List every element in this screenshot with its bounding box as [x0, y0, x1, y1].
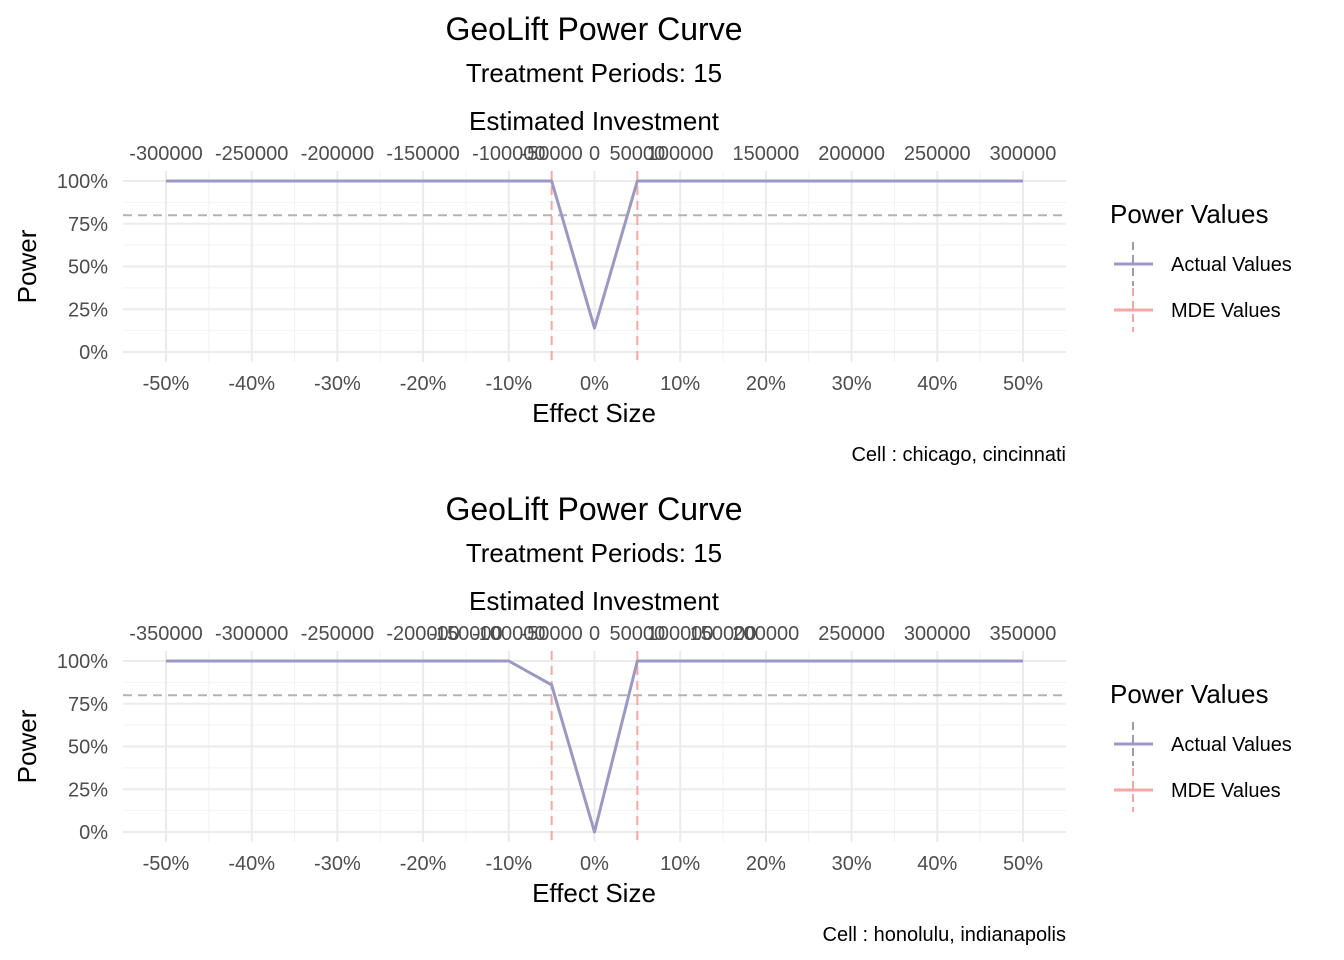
- top-axis-tick-label: -250000: [301, 623, 374, 645]
- y-tick-label: 75%: [68, 694, 108, 716]
- x-tick-label: -50%: [143, 853, 190, 875]
- top-axis-tick-label: -150000: [386, 143, 459, 165]
- top-axis-tick-label: 200000: [733, 623, 800, 645]
- top-axis-tick-label: 250000: [904, 143, 971, 165]
- y-tick-label: 100%: [57, 171, 108, 193]
- x-tick-label: 20%: [746, 853, 786, 875]
- x-tick-label: 0%: [580, 373, 609, 395]
- top-axis-tick-label: -100000: [472, 143, 545, 165]
- top-axis-tick-label: 100000: [647, 623, 714, 645]
- chart-caption: Cell : chicago, cincinnati: [851, 444, 1066, 466]
- y-tick-label: 0%: [79, 342, 108, 364]
- y-tick-label: 75%: [68, 214, 108, 236]
- chart-subtitle: Treatment Periods: 15: [466, 58, 722, 88]
- top-axis-tick-label: 150000: [733, 143, 800, 165]
- top-axis-tick-label: -350000: [129, 623, 202, 645]
- x-tick-label: -40%: [228, 853, 275, 875]
- chart-panel-2: GeoLift Power Curve Treatment Periods: 15…: [12, 491, 1292, 946]
- top-axis-title: Estimated Investment: [469, 586, 720, 616]
- legend-key-actual-values: [1114, 722, 1153, 766]
- x-tick-label: 50%: [1003, 853, 1043, 875]
- top-axis-tick-label: -300000: [215, 623, 288, 645]
- x-axis-title: Effect Size: [532, 398, 656, 428]
- legend-label: MDE Values: [1171, 300, 1281, 322]
- top-axis-tick-label: -150000: [429, 623, 502, 645]
- top-axis-tick-label: 0: [589, 143, 600, 165]
- legend-label: Actual Values: [1171, 254, 1292, 276]
- y-tick-label: 100%: [57, 651, 108, 673]
- x-tick-label: -40%: [228, 373, 275, 395]
- top-axis-tick-label: -50000: [521, 623, 583, 645]
- x-tick-label: 30%: [832, 373, 872, 395]
- x-tick-label: 40%: [917, 373, 957, 395]
- top-axis-tick-label: 50000: [610, 623, 666, 645]
- y-tick-label: 25%: [68, 779, 108, 801]
- legend-label: Actual Values: [1171, 734, 1292, 756]
- top-axis-tick-label: 0: [589, 623, 600, 645]
- legend-key-mde-values: [1114, 288, 1153, 332]
- x-tick-label: -20%: [400, 853, 447, 875]
- top-axis-tick-label: 200000: [818, 143, 885, 165]
- top-axis-tick-label: 50000: [610, 143, 666, 165]
- legend: Power Values Actual Values MDE Values: [1110, 679, 1292, 812]
- x-tick-label: -30%: [314, 853, 361, 875]
- chart-subtitle: Treatment Periods: 15: [466, 538, 722, 568]
- y-tick-label: 50%: [68, 257, 108, 279]
- chart-panel-1: GeoLift Power Curve Treatment Periods: 15…: [12, 11, 1292, 466]
- top-axis-tick-label: -300000: [129, 143, 202, 165]
- legend: Power Values Actual Values MDE Values: [1110, 199, 1292, 332]
- x-tick-label: 0%: [580, 853, 609, 875]
- legend-title: Power Values: [1110, 679, 1269, 709]
- y-axis-title: Power: [12, 709, 42, 783]
- top-axis-tick-label: -200000: [386, 623, 459, 645]
- legend-key-mde-values: [1114, 768, 1153, 812]
- x-tick-label: 10%: [660, 853, 700, 875]
- x-tick-label: 40%: [917, 853, 957, 875]
- top-axis-tick-label: -100000: [472, 623, 545, 645]
- top-axis-tick-label: 100000: [647, 143, 714, 165]
- x-tick-label: -50%: [143, 373, 190, 395]
- x-axis-title: Effect Size: [532, 878, 656, 908]
- top-axis-tick-label: 150000: [690, 623, 757, 645]
- x-tick-label: 20%: [746, 373, 786, 395]
- chart-title: GeoLift Power Curve: [445, 491, 742, 527]
- y-axis-title: Power: [12, 229, 42, 303]
- y-tick-label: 50%: [68, 737, 108, 759]
- legend-title: Power Values: [1110, 199, 1269, 229]
- top-axis-tick-label: 300000: [990, 143, 1057, 165]
- legend-label: MDE Values: [1171, 780, 1281, 802]
- top-axis-tick-label: 300000: [904, 623, 971, 645]
- chart-title: GeoLift Power Curve: [445, 11, 742, 47]
- top-axis-tick-label: 250000: [818, 623, 885, 645]
- x-tick-label: 30%: [832, 853, 872, 875]
- top-axis-title: Estimated Investment: [469, 106, 720, 136]
- x-tick-label: -10%: [485, 373, 532, 395]
- x-tick-label: 10%: [660, 373, 700, 395]
- legend-key-actual-values: [1114, 242, 1153, 286]
- y-tick-label: 25%: [68, 299, 108, 321]
- x-tick-label: -20%: [400, 373, 447, 395]
- x-tick-label: -10%: [485, 853, 532, 875]
- x-tick-label: 50%: [1003, 373, 1043, 395]
- chart-caption: Cell : honolulu, indianapolis: [823, 924, 1067, 946]
- y-tick-label: 0%: [79, 822, 108, 844]
- top-axis-tick-label: -250000: [215, 143, 288, 165]
- top-axis-tick-label: 350000: [990, 623, 1057, 645]
- x-tick-label: -30%: [314, 373, 361, 395]
- top-axis-tick-label: -200000: [301, 143, 374, 165]
- top-axis-tick-label: -50000: [521, 143, 583, 165]
